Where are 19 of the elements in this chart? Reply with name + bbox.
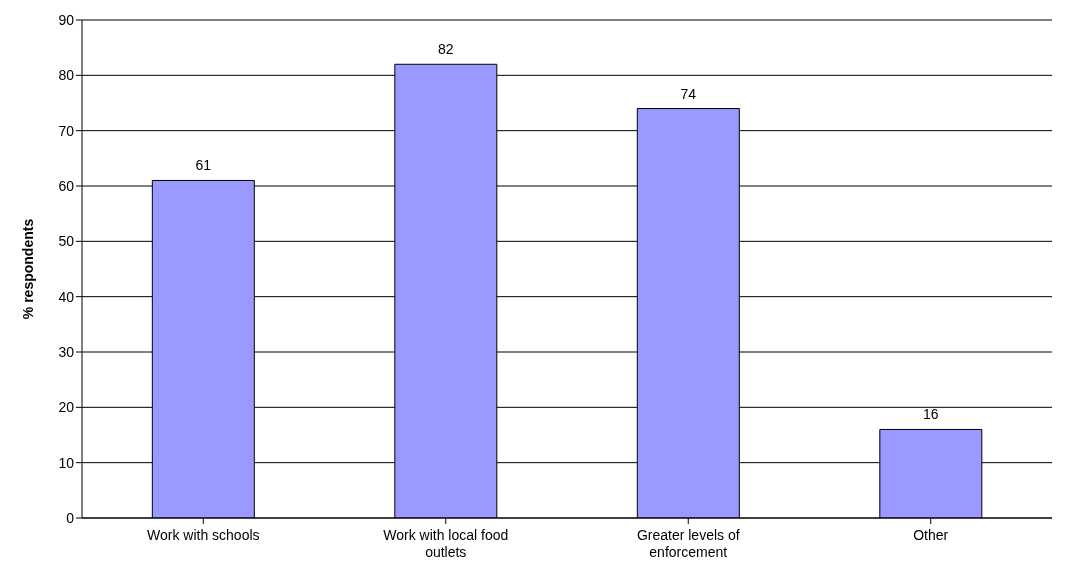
data-label: 82: [438, 41, 454, 58]
y-tick-label: 90: [58, 11, 75, 28]
data-label: 74: [680, 85, 697, 102]
x-tick-label: Work with schools: [146, 527, 260, 543]
x-tick-label: Greater levels of enforcement: [636, 527, 740, 560]
y-tick-label: 20: [58, 399, 75, 416]
y-tick-label: 10: [58, 454, 75, 471]
y-axis-title: % respondents: [19, 218, 36, 320]
y-tick-label: 70: [58, 122, 75, 139]
x-tick-label: Other: [913, 527, 949, 543]
x-tick-label: Work with local food outlets: [383, 527, 509, 560]
data-label: 61: [195, 157, 212, 174]
data-label: 16: [923, 406, 939, 423]
y-tick-label: 30: [58, 343, 75, 360]
y-tick-label: 0: [66, 509, 75, 526]
y-tick-label: 50: [58, 233, 75, 250]
y-tick-label: 60: [58, 177, 75, 194]
y-tick-label: 80: [58, 67, 75, 84]
y-tick-label: 40: [58, 288, 75, 305]
